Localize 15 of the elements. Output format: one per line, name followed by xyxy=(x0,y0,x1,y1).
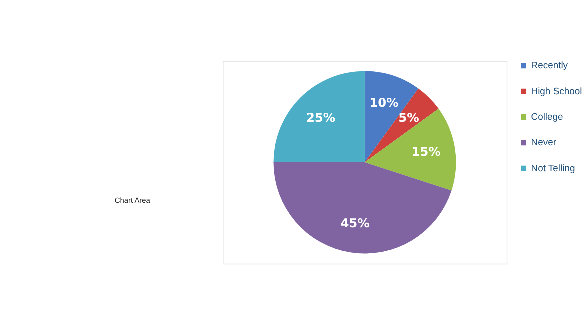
data-label: 25% xyxy=(306,110,336,125)
pie-slice xyxy=(274,71,365,163)
data-label: 5% xyxy=(398,110,420,125)
text: Chart Area xyxy=(114,196,152,206)
pie-slice xyxy=(364,88,439,163)
legend-label: Never xyxy=(531,138,556,149)
pie-slice xyxy=(274,162,452,254)
pie-slice xyxy=(364,108,456,191)
data-label: 45% xyxy=(340,216,370,230)
legend-label: High School xyxy=(531,86,582,98)
data-label: 15% xyxy=(412,145,441,160)
legend-label: College xyxy=(531,112,564,123)
legend-label: Recently xyxy=(531,60,568,72)
data-label: 10% xyxy=(370,96,399,110)
legend-label: Not Telling xyxy=(531,163,576,174)
